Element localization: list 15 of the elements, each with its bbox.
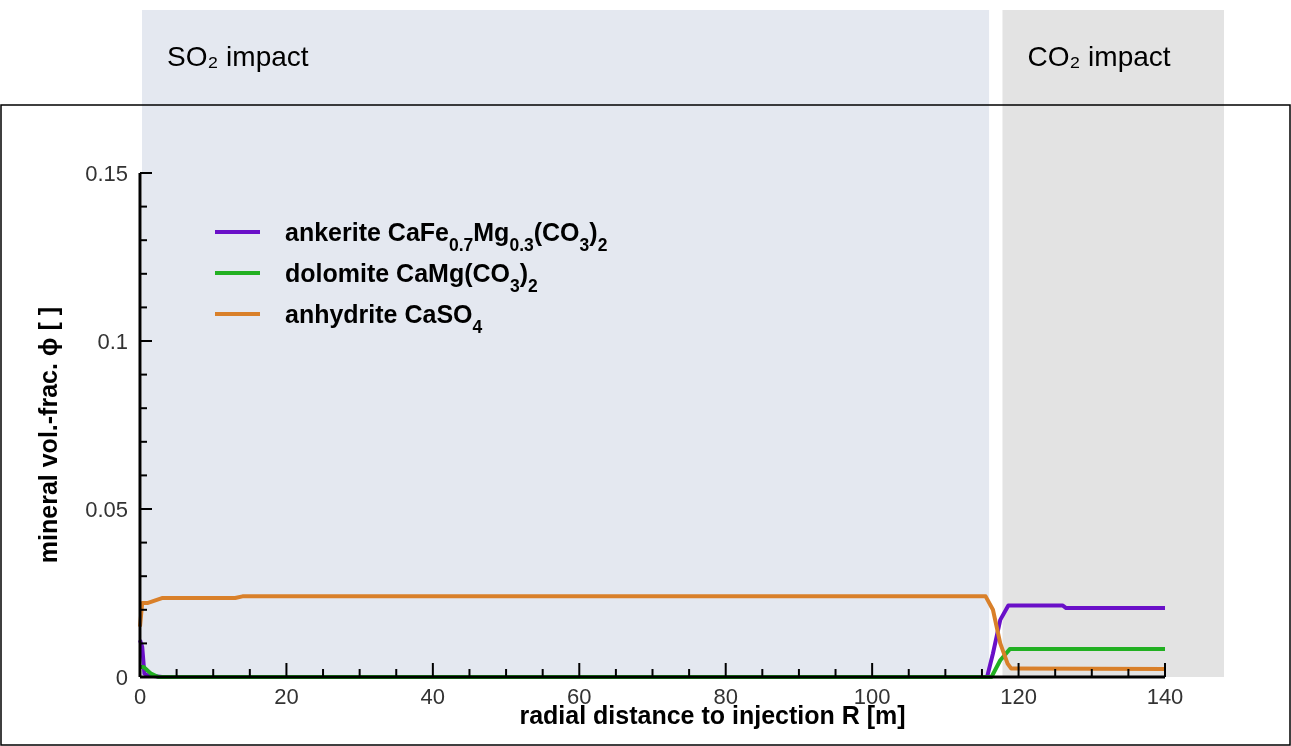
band-label: CO₂ impact (1027, 41, 1171, 72)
band-label: SO₂ impact (167, 41, 309, 72)
y-tick-label: 0.05 (85, 497, 128, 522)
x-tick-label: 20 (274, 684, 299, 709)
y-tick-label: 0.15 (85, 161, 128, 186)
legend-label: anhydrite CaSO$_{4}$ (285, 300, 483, 337)
legend-label: ankerite CaFe$_{0.7}$Mg$_{0.3}$(CO$_{3}$)$_{2}$ (285, 218, 608, 255)
y-axis-title: mineral vol.-frac. ϕ [ ] (34, 306, 62, 564)
x-tick-label: 0 (133, 684, 147, 709)
x-tick-label: 40 (420, 684, 446, 709)
x-tick-label: 120 (1000, 684, 1037, 709)
legend-label: dolomite CaMg(CO$_{3}$)$_{2}$ (285, 259, 539, 296)
x-tick-label: 140 (1146, 684, 1184, 709)
y-tick-label: 0 (115, 665, 128, 690)
y-tick-label: 0.1 (97, 329, 128, 354)
